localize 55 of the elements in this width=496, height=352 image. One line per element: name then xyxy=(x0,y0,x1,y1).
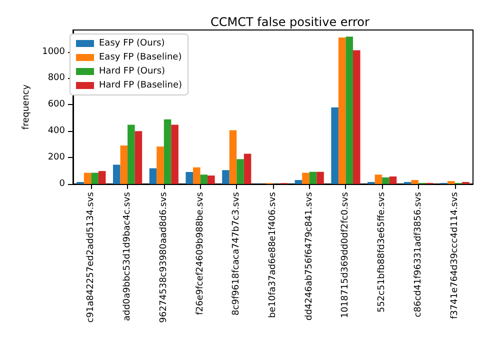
bar xyxy=(208,176,215,184)
bar xyxy=(171,124,178,184)
x-tick-label: 8c9f9618fcaca747b7c3.svs xyxy=(232,192,242,316)
bar xyxy=(134,131,142,184)
bar xyxy=(331,107,338,184)
bar xyxy=(113,164,120,184)
bar xyxy=(374,174,382,184)
bar xyxy=(91,172,98,184)
x-tick-label: c91a842257ed2add5134.svs xyxy=(86,192,96,323)
legend-label: Hard FP (Baseline) xyxy=(99,80,182,90)
bar xyxy=(164,119,172,184)
bar xyxy=(98,171,106,184)
bar xyxy=(316,172,324,184)
bar xyxy=(128,124,135,184)
x-tick-label: f26e9fcef24609b988be.svs xyxy=(195,192,206,316)
bar xyxy=(346,36,353,184)
legend-label: Easy FP (Baseline) xyxy=(99,52,182,62)
y-tick-label: 0 xyxy=(59,179,66,189)
x-tick-label: be10fa37ad6e88e1f406.svs xyxy=(268,192,278,318)
x-tick-label: 96274538c93980aad8d6.svs xyxy=(158,192,169,323)
bar xyxy=(448,181,455,184)
bar xyxy=(120,146,128,184)
bar xyxy=(389,176,397,184)
bar xyxy=(186,172,193,184)
bar xyxy=(244,154,252,184)
y-tick-label: 800 xyxy=(48,73,66,84)
chart-title: CCMCT false positive error xyxy=(210,15,370,29)
bar xyxy=(338,38,346,184)
bar xyxy=(229,130,237,184)
x-tick-label: dd4246ab756f6479c841.svs xyxy=(304,192,314,321)
bar xyxy=(411,180,418,184)
bar xyxy=(222,170,230,184)
x-tick-label: c86cd41f96331adf3856.svs xyxy=(413,192,424,318)
bar xyxy=(156,146,164,184)
bar xyxy=(193,167,200,184)
bar xyxy=(302,172,310,184)
x-tick-label: add0a9bbc53d1d9bac4c.svs xyxy=(122,192,133,322)
x-tick-label: 552c51bfb88fd3e65ffe.svs xyxy=(377,192,388,313)
y-tick-label: 400 xyxy=(48,126,66,136)
bar xyxy=(149,168,157,184)
legend-label: Hard FP (Ours) xyxy=(99,66,166,76)
bar xyxy=(84,172,92,184)
y-tick-label: 1000 xyxy=(42,46,66,57)
y-tick-label: 200 xyxy=(48,152,66,163)
y-axis-title: frequency xyxy=(22,84,32,130)
y-tick-label: 600 xyxy=(48,100,66,110)
bar xyxy=(294,180,302,184)
x-tick-label: f3741e764d39ccc4d114.svs xyxy=(450,192,460,319)
bar xyxy=(309,172,317,184)
x-tick-label: 1018715d369dd0df2fc0.svs xyxy=(340,192,351,318)
bar xyxy=(200,174,208,184)
legend-label: Easy FP (Ours) xyxy=(99,38,165,48)
bar xyxy=(382,177,390,184)
bar xyxy=(236,159,244,184)
bar xyxy=(353,50,360,184)
